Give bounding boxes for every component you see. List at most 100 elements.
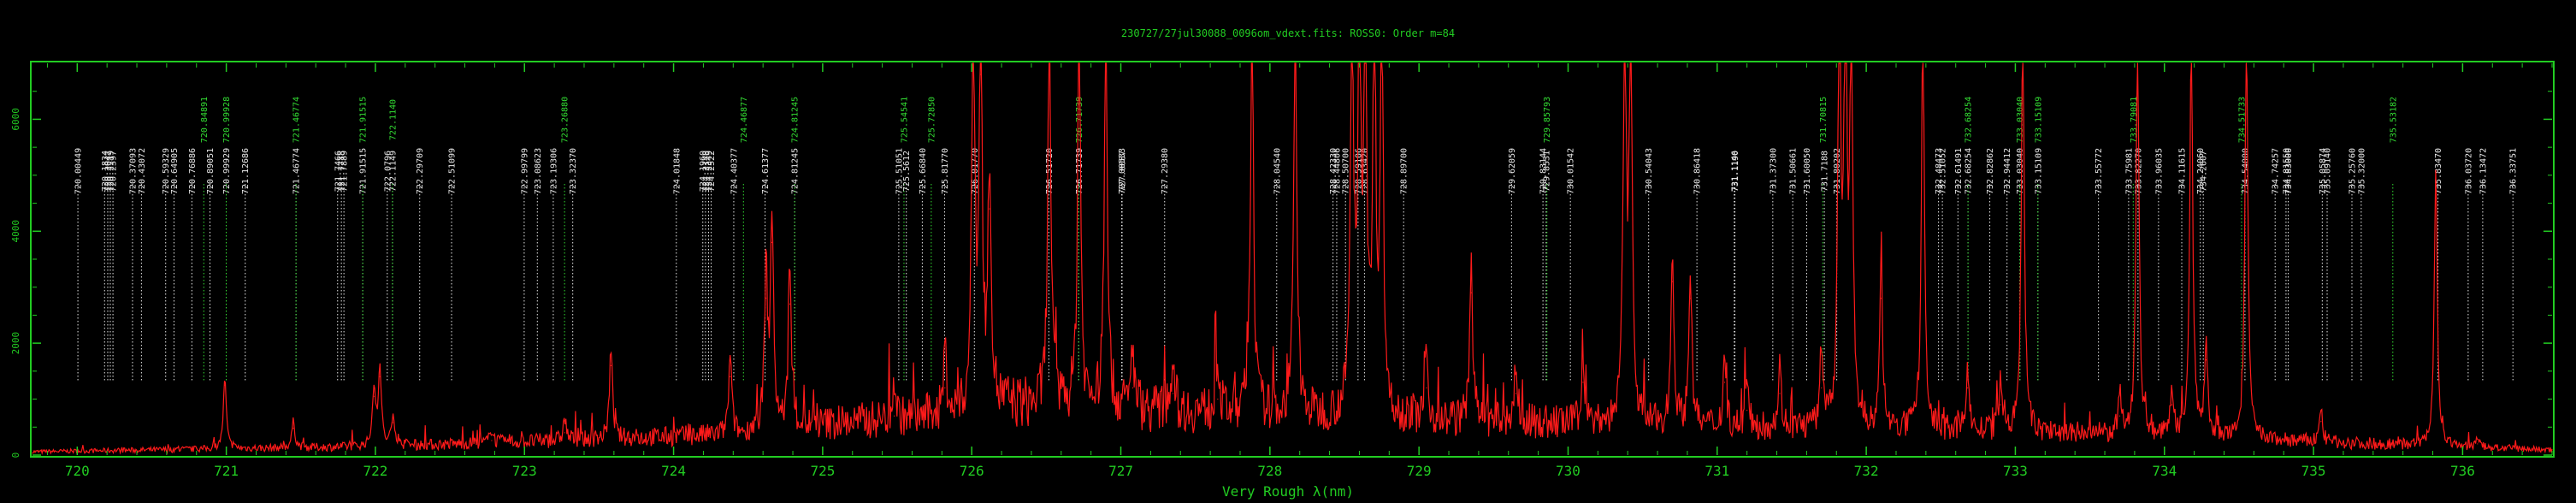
x-tick-label: 721	[214, 463, 239, 479]
line-id-label: 722.0796	[383, 151, 393, 192]
line-id-label: 734.54000	[2241, 148, 2250, 194]
line-id-label: 728.59106	[1354, 148, 1363, 194]
line-id-label: 721.46774	[292, 148, 302, 194]
spectrum-peak	[1380, 62, 1383, 64]
line-id-label: 728.42330	[1329, 148, 1338, 194]
line-id-label: 725.66840	[919, 148, 928, 194]
line-id-label: 724.81245	[791, 97, 801, 143]
line-id-label: 720.00449	[74, 148, 84, 194]
line-id-label: 721.46774	[292, 97, 302, 143]
spectrum-peak	[2477, 443, 2479, 445]
line-id-label: 726.71739	[1075, 97, 1084, 143]
x-tick-label: 734	[2152, 463, 2177, 479]
line-id-label: 733.96035	[2154, 148, 2164, 194]
spectrum-peak	[1294, 62, 1297, 64]
line-id-label: 726.51720	[1045, 148, 1055, 194]
line-id-label: 721.7718	[338, 151, 347, 192]
line-id-label: 722.1149	[388, 151, 398, 192]
line-id-label: 733.03040	[2016, 148, 2025, 194]
line-id-label: 720.2219	[106, 151, 115, 192]
line-id-label: 735.83470	[2434, 148, 2443, 194]
x-tick-label: 727	[1108, 463, 1133, 479]
line-id-label: 720.43072	[138, 148, 147, 194]
line-id-label: 732.68254	[1964, 148, 1974, 194]
line-id-label: 727.0087	[1119, 151, 1128, 192]
y-tick-label: 0	[10, 453, 21, 459]
line-id-label: 724.81245	[791, 148, 801, 194]
line-id-label: 721.7889	[340, 151, 350, 192]
spectrum-peak	[893, 415, 895, 417]
line-id-label: 733.03040	[2016, 97, 2025, 143]
line-id-label: 730.86418	[1693, 148, 1703, 194]
spectrum-peak	[1624, 62, 1626, 64]
line-id-label: 720.76886	[188, 148, 198, 194]
line-id-label: 721.12686	[241, 148, 251, 194]
plot-frame	[30, 61, 2555, 458]
spectrum-peak	[2205, 359, 2207, 361]
x-tick-label: 732	[1854, 463, 1879, 479]
spectrum-peak	[1351, 62, 1353, 64]
line-id-label: 732.61491	[1954, 148, 1964, 194]
line-id-label: 729.62059	[1508, 148, 1517, 194]
spectrum-peak	[564, 432, 565, 434]
line-id-label: 725.5612	[902, 151, 912, 192]
line-id-label: 720.37093	[128, 148, 138, 194]
spectrum-peak	[292, 427, 294, 429]
line-id-label: 724.2522	[707, 151, 717, 192]
line-id-label: 725.81770	[941, 148, 950, 194]
line-id-label: 735.05874	[2319, 148, 2328, 194]
line-id-label: 734.24060	[2196, 148, 2206, 194]
line-id-label: 727.29380	[1161, 148, 1170, 194]
line-id-label: 735.53182	[2389, 97, 2398, 143]
spectrum-peak	[1779, 393, 1781, 394]
spectrum-peak	[1689, 298, 1692, 299]
line-id-label: 732.51052	[1939, 148, 1948, 194]
line-id-label: 729.85793	[1543, 97, 1552, 143]
line-id-label: 722.99799	[520, 148, 529, 194]
spectrum-peak	[972, 62, 974, 64]
line-id-label: 722.51099	[448, 148, 458, 194]
line-id-label: 730.54043	[1645, 148, 1654, 194]
line-id-label: 731.37300	[1769, 148, 1778, 194]
line-id-label: 733.15109	[2034, 97, 2043, 143]
line-id-label: 724.01848	[672, 148, 682, 194]
line-id-label: 732.94412	[2003, 148, 2012, 194]
line-id-label: 724.40377	[730, 148, 739, 194]
y-tick-label: 4000	[10, 220, 21, 243]
line-id-label: 732.68254	[1964, 97, 1974, 143]
line-id-label: 733.55772	[2094, 148, 2104, 194]
spectrum-peak	[789, 303, 791, 305]
line-id-label: 733.79081	[2130, 97, 2139, 143]
x-tick-label: 736	[2450, 463, 2475, 479]
x-tick-label: 725	[810, 463, 835, 479]
spectrum-peak	[1515, 393, 1517, 394]
line-id-label: 736.03720	[2464, 148, 2473, 194]
line-id-label: 731.1146	[1730, 151, 1740, 192]
line-id-label: 720.2047	[103, 151, 113, 192]
x-tick-label: 728	[1257, 463, 1282, 479]
spectrum-peak	[1364, 62, 1367, 64]
chart-title: 230727/27jul30088_0096om_vdext.fits: ROS…	[1121, 27, 1455, 39]
spectrum-peak	[1880, 298, 1882, 299]
y-tick-label: 2000	[10, 332, 21, 355]
line-id-label: 724.46877	[740, 97, 749, 143]
line-id-label: 728.04540	[1273, 148, 1282, 194]
line-id-label: 723.32370	[569, 148, 578, 194]
line-id-label: 729.83144	[1539, 148, 1549, 194]
x-tick-label: 735	[2301, 463, 2326, 479]
line-id-label: 720.99928	[222, 97, 232, 143]
line-id-label: 736.13472	[2479, 148, 2488, 194]
line-id-label: 731.1190	[1731, 151, 1740, 192]
line-id-label: 732.48473	[1935, 148, 1944, 194]
line-id-label: 721.7466	[334, 151, 343, 192]
line-id-label: 722.1140	[388, 99, 398, 140]
x-tick-label: 726	[960, 463, 984, 479]
line-id-markers: 720.00449 720.1834720.2047720.2219720.239…	[74, 97, 2519, 381]
spectrum-peak	[2246, 62, 2248, 64]
line-id-label: 720.99929	[222, 148, 232, 194]
line-id-label: 736.33751	[2509, 148, 2519, 194]
line-id-label: 734.74257	[2272, 148, 2281, 194]
x-tick-label: 724	[661, 463, 686, 479]
spectrum-peak	[1851, 62, 1852, 64]
